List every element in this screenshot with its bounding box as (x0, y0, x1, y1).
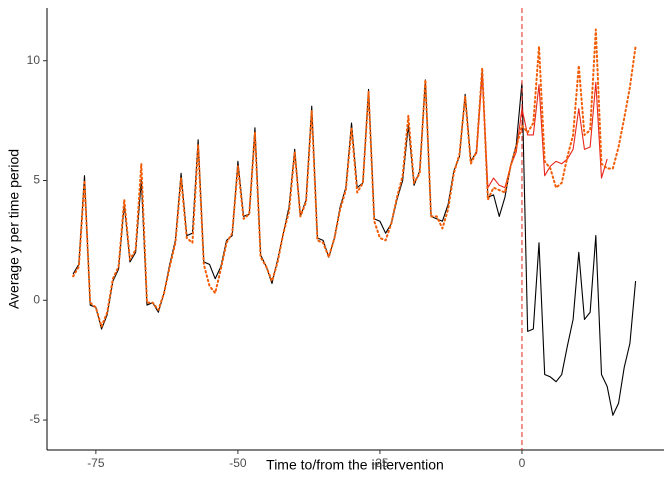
series-line (475, 74, 608, 189)
x-axis-title: Time to/from the intervention (266, 457, 444, 473)
x-tick-label: 0 (519, 456, 526, 470)
y-tick-label: 10 (27, 53, 41, 67)
x-tick-label: -75 (87, 456, 105, 470)
y-tick-label: -5 (29, 412, 40, 426)
y-tick-label: 5 (33, 173, 40, 187)
series-line (72, 69, 637, 416)
x-tick-label: -25 (371, 456, 389, 470)
y-tick-label: 0 (33, 292, 40, 306)
x-tick-label: -50 (229, 456, 247, 470)
y-axis-title: Average y per time period (6, 149, 22, 309)
series-line (72, 28, 637, 328)
